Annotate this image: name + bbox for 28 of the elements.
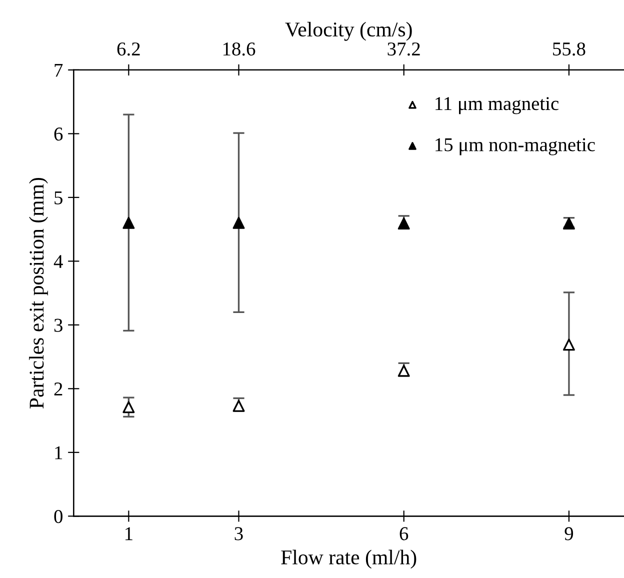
x2-tick-label: 6.2 <box>117 42 140 56</box>
y-tick-label: 3 <box>54 318 62 332</box>
x-tick-label: 3 <box>234 527 243 540</box>
y-axis-title: Particles exit position (mm) <box>29 178 48 408</box>
x2-tick-label: 37.2 <box>388 42 420 56</box>
point <box>232 216 245 229</box>
point <box>122 401 135 414</box>
y-tick-label: 1 <box>55 446 62 460</box>
y-tick-label: 6 <box>54 128 63 141</box>
legend-label: 15 μm non-magnetic <box>436 138 595 156</box>
x2-tick-label: 55.8 <box>553 42 586 56</box>
point <box>122 216 135 229</box>
y-tick-label: 0 <box>54 510 62 524</box>
x-tick-label: 9 <box>564 527 574 540</box>
y-tick-label: 4 <box>54 255 63 268</box>
point <box>562 338 575 351</box>
point <box>398 218 410 230</box>
y-tick-label: 5 <box>54 191 62 204</box>
y-tick-label: 2 <box>54 382 62 396</box>
legend-label: 11 μm magnetic <box>436 97 559 114</box>
x2-tick-label: 18.6 <box>223 42 256 56</box>
y-tick-label: 7 <box>54 64 63 77</box>
x-axis-title: Flow rate (ml/h) <box>281 550 416 569</box>
point <box>232 400 245 412</box>
x-tick-label: 1 <box>126 527 132 540</box>
point <box>398 364 410 377</box>
x-tick-label: 6 <box>400 527 408 540</box>
x2-axis-title: Velocity (cm/s) <box>285 22 412 41</box>
